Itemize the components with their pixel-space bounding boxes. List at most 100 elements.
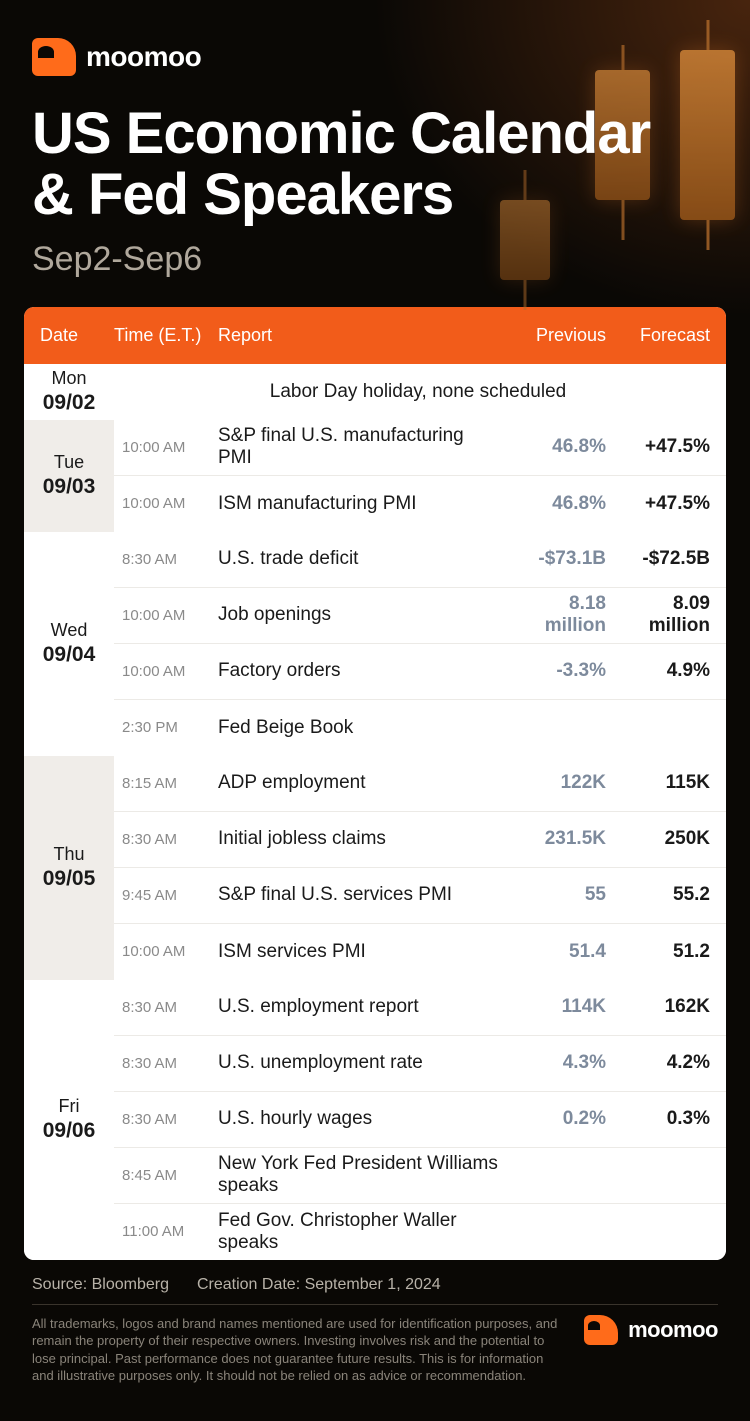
table-body: Mon09/02Labor Day holiday, none schedule… bbox=[24, 364, 726, 1260]
date-md: 09/03 bbox=[43, 475, 96, 499]
event-row: 9:45 AMS&P final U.S. services PMI5555.2 bbox=[114, 868, 726, 924]
disclaimer-text: All trademarks, logos and brand names me… bbox=[32, 1315, 560, 1385]
event-time: 10:00 AM bbox=[114, 495, 210, 512]
date-dow: Fri bbox=[59, 1096, 80, 1117]
event-time: 8:30 AM bbox=[114, 831, 210, 848]
events-cell: 8:30 AMU.S. trade deficit-$73.1B-$72.5B 1… bbox=[114, 532, 726, 756]
event-previous: 114K bbox=[506, 996, 614, 1018]
event-forecast: 4.9% bbox=[614, 660, 726, 682]
col-header-forecast: Forecast bbox=[614, 325, 726, 346]
event-time: 8:30 AM bbox=[114, 551, 210, 568]
event-forecast: 250K bbox=[614, 828, 726, 850]
events-cell: 8:30 AMU.S. employment report114K162K8:3… bbox=[114, 980, 726, 1260]
table-header-row: Date Time (E.T.) Report Previous Forecas… bbox=[24, 307, 726, 364]
day-group: Fri09/068:30 AMU.S. employment report114… bbox=[24, 980, 726, 1260]
event-forecast: 0.3% bbox=[614, 1108, 726, 1130]
event-forecast: -$72.5B bbox=[614, 548, 726, 570]
event-report: S&P final U.S. manufacturing PMI bbox=[210, 425, 506, 469]
col-header-date: Date bbox=[24, 325, 114, 346]
date-dow: Mon bbox=[51, 368, 86, 389]
title-line-1: US Economic Calendar bbox=[32, 101, 650, 166]
event-report: Job openings bbox=[210, 604, 506, 626]
event-report: ISM manufacturing PMI bbox=[210, 493, 506, 515]
day-group: Mon09/02Labor Day holiday, none schedule… bbox=[24, 364, 726, 420]
date-cell: Wed09/04 bbox=[24, 532, 114, 756]
event-previous: 122K bbox=[506, 772, 614, 794]
event-previous: 0.2% bbox=[506, 1108, 614, 1130]
event-row: 8:45 AMNew York Fed President Williams s… bbox=[114, 1148, 726, 1204]
date-md: 09/05 bbox=[43, 867, 96, 891]
event-row: 8:30 AMU.S. hourly wages0.2%0.3% bbox=[114, 1092, 726, 1148]
source-line: Source: Bloomberg Creation Date: Septemb… bbox=[32, 1276, 718, 1305]
event-forecast: 162K bbox=[614, 996, 726, 1018]
event-previous: 8.18 million bbox=[506, 593, 614, 637]
date-dow: Tue bbox=[54, 452, 84, 473]
event-previous: 4.3% bbox=[506, 1052, 614, 1074]
event-report: U.S. trade deficit bbox=[210, 548, 506, 570]
event-time: 8:30 AM bbox=[114, 1111, 210, 1128]
col-header-report: Report bbox=[210, 325, 506, 346]
event-previous: 46.8% bbox=[506, 493, 614, 515]
day-group: Thu09/058:15 AMADP employment122K115K 8:3… bbox=[24, 756, 726, 980]
event-forecast: 4.2% bbox=[614, 1052, 726, 1074]
brand-logo-text: moomoo bbox=[86, 41, 201, 73]
event-time: 8:15 AM bbox=[114, 775, 210, 792]
event-report: Fed Gov. Christopher Waller speaks bbox=[210, 1210, 506, 1254]
event-time: 8:30 AM bbox=[114, 1055, 210, 1072]
date-dow: Wed bbox=[51, 620, 88, 641]
event-time: 10:00 AM bbox=[114, 607, 210, 624]
event-report: Fed Beige Book bbox=[210, 717, 506, 739]
date-cell: Thu09/05 bbox=[24, 756, 114, 980]
date-cell: Tue09/03 bbox=[24, 420, 114, 532]
creation-date-text: Creation Date: September 1, 2024 bbox=[197, 1276, 441, 1294]
event-report: New York Fed President Williams speaks bbox=[210, 1153, 506, 1197]
event-forecast: 8.09 million bbox=[614, 593, 726, 637]
event-time: 10:00 AM bbox=[114, 663, 210, 680]
brand-logo: moomoo bbox=[32, 38, 718, 76]
event-time: 10:00 AM bbox=[114, 439, 210, 456]
brand-logo-icon bbox=[32, 38, 76, 76]
calendar-table: Date Time (E.T.) Report Previous Forecas… bbox=[24, 307, 726, 1260]
events-cell: 8:15 AMADP employment122K115K 8:30 AMInit… bbox=[114, 756, 726, 980]
event-time: 2:30 PM bbox=[114, 719, 210, 736]
date-cell: Mon09/02 bbox=[24, 364, 114, 420]
event-row: 10:00 AMS&P final U.S. manufacturing PMI… bbox=[114, 420, 726, 476]
event-row: 11:00 AMFed Gov. Christopher Waller spea… bbox=[114, 1204, 726, 1260]
event-forecast: 115K bbox=[614, 772, 726, 794]
events-cell: Labor Day holiday, none scheduled bbox=[114, 364, 726, 420]
event-report: ADP employment bbox=[210, 772, 506, 794]
events-cell: 10:00 AMS&P final U.S. manufacturing PMI… bbox=[114, 420, 726, 532]
date-md: 09/04 bbox=[43, 643, 96, 667]
event-time: 9:45 AM bbox=[114, 887, 210, 904]
event-row: Labor Day holiday, none scheduled bbox=[114, 364, 726, 420]
event-time: 8:45 AM bbox=[114, 1167, 210, 1184]
event-row: 8:30 AMInitial jobless claims231.5K250K bbox=[114, 812, 726, 868]
date-cell: Fri09/06 bbox=[24, 980, 114, 1260]
event-report: ISM services PMI bbox=[210, 941, 506, 963]
event-previous: 231.5K bbox=[506, 828, 614, 850]
event-forecast: 55.2 bbox=[614, 884, 726, 906]
day-group: Wed09/048:30 AMU.S. trade deficit-$73.1B… bbox=[24, 532, 726, 756]
event-forecast: 51.2 bbox=[614, 941, 726, 963]
event-report: U.S. unemployment rate bbox=[210, 1052, 506, 1074]
event-previous: 51.4 bbox=[506, 941, 614, 963]
event-row: 8:30 AMU.S. employment report114K162K bbox=[114, 980, 726, 1036]
event-report: U.S. hourly wages bbox=[210, 1108, 506, 1130]
event-previous: -$73.1B bbox=[506, 548, 614, 570]
day-group: Tue09/0310:00 AMS&P final U.S. manufactu… bbox=[24, 420, 726, 532]
event-forecast: +47.5% bbox=[614, 436, 726, 458]
brand-logo-icon bbox=[584, 1315, 618, 1345]
page-title: US Economic Calendar & Fed Speakers bbox=[32, 104, 718, 226]
event-row: 2:30 PMFed Beige Book bbox=[114, 700, 726, 756]
date-md: 09/06 bbox=[43, 1119, 96, 1143]
event-report: Initial jobless claims bbox=[210, 828, 506, 850]
title-line-2: & Fed Speakers bbox=[32, 162, 453, 227]
col-header-time: Time (E.T.) bbox=[114, 325, 210, 346]
event-report: Factory orders bbox=[210, 660, 506, 682]
event-report: U.S. employment report bbox=[210, 996, 506, 1018]
footer: Source: Bloomberg Creation Date: Septemb… bbox=[0, 1260, 750, 1385]
header: moomoo US Economic Calendar & Fed Speake… bbox=[0, 0, 750, 307]
event-row: 10:00 AMJob openings8.18 million8.09 mil… bbox=[114, 588, 726, 644]
event-previous: -3.3% bbox=[506, 660, 614, 682]
event-previous: 55 bbox=[506, 884, 614, 906]
